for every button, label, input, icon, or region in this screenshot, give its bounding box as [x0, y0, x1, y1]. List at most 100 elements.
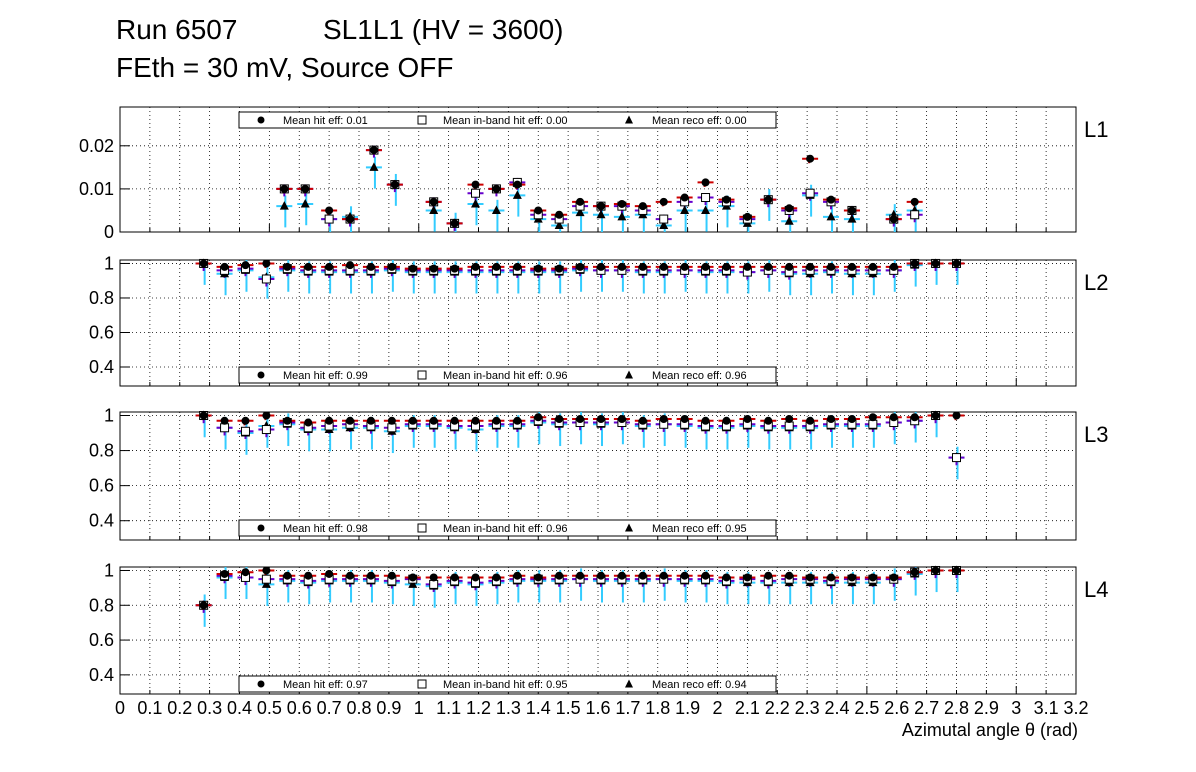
hit-point [952, 411, 961, 420]
reco-point [471, 198, 481, 208]
legend-reco-marker [625, 679, 633, 688]
legend-hit-label: Mean hit eff: 0.97 [283, 679, 368, 691]
hit-point [617, 199, 626, 208]
hit-point [513, 262, 522, 271]
reco-point [784, 216, 794, 225]
x-tick-label: 1.9 [675, 698, 700, 718]
hit-point [492, 573, 501, 582]
hit-point [764, 262, 773, 271]
hit-point [847, 573, 856, 582]
x-tick-label: 1.5 [556, 698, 581, 718]
reco-point [491, 205, 501, 214]
hit-point [889, 413, 898, 422]
x-tick-label: 1.4 [526, 698, 551, 718]
legend-box [238, 366, 777, 384]
x-tick-label: 0.8 [346, 698, 371, 718]
hit-point [722, 262, 731, 271]
reco-point [369, 162, 379, 171]
hit-point [638, 416, 647, 425]
chart-subtitle: FEth = 30 mV, Source OFF [116, 52, 454, 83]
y-tick-label: 0.6 [89, 630, 114, 650]
x-tick-label: 2.3 [795, 698, 820, 718]
hit-point [806, 262, 815, 271]
hit-point [785, 571, 794, 580]
hit-point [387, 416, 396, 425]
x-tick-label: 2.8 [944, 698, 969, 718]
hit-point [701, 416, 710, 425]
hit-point [471, 180, 480, 189]
hit-point [701, 571, 710, 580]
x-tick-label: 3.1 [1034, 698, 1059, 718]
hit-point [827, 262, 836, 271]
x-tick-label: 1.3 [496, 698, 521, 718]
panel-label: L4 [1084, 577, 1108, 602]
hit-point [346, 571, 355, 580]
hit-point [280, 184, 289, 193]
panel-l1: 0 0.01 0.02 L1 Mean hit eff: 0.01 Mean in-ban… [79, 106, 1108, 242]
x-tick-label: 2.2 [765, 698, 790, 718]
x-axis-label: Azimutal angle θ (rad) [901, 720, 1078, 740]
y-tick-label: 0.4 [89, 511, 114, 531]
hit-point [952, 566, 961, 575]
hit-point [722, 573, 731, 582]
hit-point [596, 415, 605, 424]
hit-point [701, 178, 710, 187]
hit-point [301, 184, 310, 193]
inband-point [910, 210, 920, 220]
legend: Mean hit eff: 0.01 Mean in-band hit eff: … [238, 111, 777, 129]
x-tick-label: 2.6 [884, 698, 909, 718]
hit-point [722, 416, 731, 425]
legend-inband-label: Mean in-band hit eff: 0.96 [443, 523, 568, 535]
reco-point [847, 214, 857, 223]
y-tick-label: 0.4 [89, 665, 114, 685]
hit-point [555, 571, 564, 580]
hit-point [534, 413, 543, 422]
hit-point [429, 573, 438, 582]
hit-point [889, 215, 898, 224]
hit-point [576, 571, 585, 580]
hit-point [910, 259, 919, 268]
x-tick-label: 0 [115, 698, 125, 718]
legend-inband-label: Mean in-band hit eff: 0.96 [443, 370, 568, 382]
hit-point [471, 262, 480, 271]
hit-point [408, 264, 417, 273]
hit-point [847, 206, 856, 215]
hit-point [450, 219, 459, 228]
reco-point [617, 211, 627, 221]
panel-l3: 0.4 0.6 0.8 1 L3 Mean hit eff: 0.98 Mean in-ba… [89, 406, 1108, 541]
hit-point [576, 415, 585, 424]
hit-point [346, 215, 355, 224]
legend-hit-label: Mean hit eff: 0.01 [283, 115, 368, 127]
inband-point [429, 579, 439, 589]
hit-point [555, 415, 564, 424]
hit-point [868, 262, 877, 271]
y-tick-label: 0.4 [89, 357, 114, 377]
hit-point [743, 573, 752, 582]
hit-point [952, 259, 961, 268]
x-tick-label: 1.7 [615, 698, 640, 718]
hit-point [241, 568, 250, 577]
hit-point [889, 262, 898, 271]
hit-point [283, 262, 292, 271]
hit-point [785, 262, 794, 271]
inband-point [240, 426, 250, 436]
hit-point [471, 573, 480, 582]
inband-point [952, 453, 961, 463]
hit-point [701, 262, 710, 271]
hit-point [576, 197, 585, 206]
hit-point [220, 262, 229, 271]
legend: Mean hit eff: 0.97 Mean in-band hit eff: … [238, 675, 777, 693]
hit-point [390, 180, 399, 189]
hit-point [325, 569, 334, 578]
hit-point [429, 264, 438, 273]
inband-point [220, 423, 230, 433]
legend-hit-label: Mean hit eff: 0.98 [283, 523, 368, 535]
hit-point [513, 416, 522, 425]
hit-point [387, 262, 396, 271]
hit-point [429, 197, 438, 206]
hit-point [868, 573, 877, 582]
legend-reco-marker [625, 370, 633, 379]
hit-point [680, 193, 689, 202]
legend-inband-label: Mean in-band hit eff: 0.00 [443, 115, 568, 127]
